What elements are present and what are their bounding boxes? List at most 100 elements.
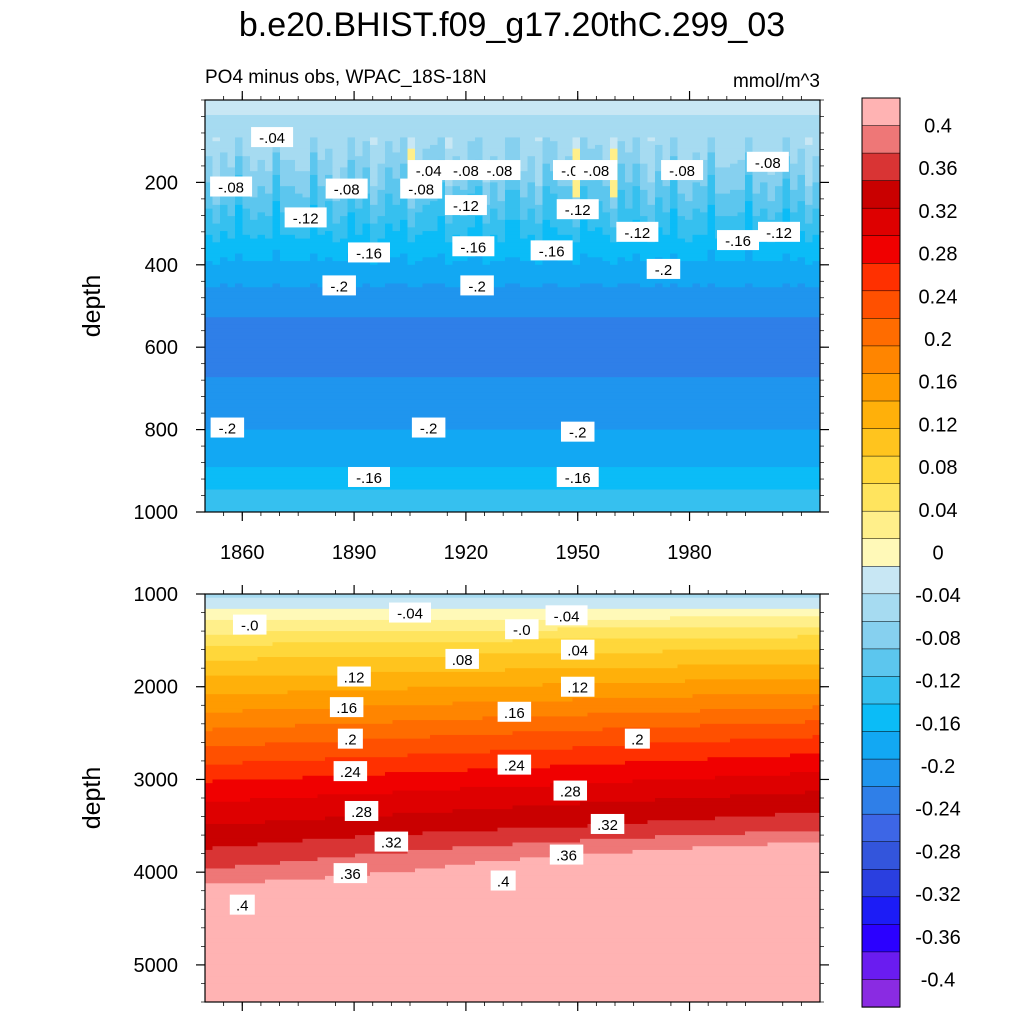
field-cell [490,354,499,360]
field-cell [505,395,514,401]
field-cell [317,320,326,326]
field-cell [250,272,259,277]
field-cell [340,410,349,416]
field-cell [250,437,259,442]
field-cell [527,287,536,292]
field-cell [317,478,326,483]
field-cell [310,440,319,446]
field-cell [475,354,484,360]
field-cell [460,133,469,139]
field-cell [302,418,311,423]
field-cell [340,422,349,427]
field-cell [227,485,236,491]
field-cell [205,234,214,240]
field-cell [272,485,281,491]
field-cell [430,242,439,247]
field-cell [362,216,371,221]
field-cell [272,249,281,255]
field-cell [370,335,379,341]
field-cell [377,189,386,195]
field-cell [325,452,334,457]
field-cell [347,159,356,165]
field-cell [505,500,514,506]
field-cell [520,159,529,165]
field-cell [497,455,506,461]
field-cell [227,159,236,165]
field-cell [257,425,266,431]
field-cell [310,459,319,464]
field-cell [400,309,409,315]
field-cell [302,309,311,315]
field-cell [347,216,356,221]
field-cell [392,380,401,386]
field-cell [400,234,409,240]
field-cell [340,294,349,300]
field-cell [392,493,401,498]
field-cell [280,167,289,172]
field-cell [385,103,394,109]
field-cell [370,129,379,135]
field-cell [437,504,446,509]
field-cell [250,459,259,464]
field-cell [280,504,289,509]
field-cell [220,347,229,352]
field-cell [445,302,454,307]
field-cell [295,362,304,367]
field-cell [392,455,401,461]
field-cell [430,279,439,285]
field-cell [242,216,251,221]
field-cell [497,197,506,202]
field-cell [310,100,319,105]
field-cell [310,335,319,341]
field-cell [280,467,289,472]
field-cell [242,246,251,251]
field-cell [220,144,229,150]
field-cell [212,253,221,258]
field-cell [332,482,341,487]
field-cell [512,328,521,333]
field-cell [205,264,214,270]
field-cell [505,335,514,341]
field-cell [385,287,394,292]
field-cell [377,122,386,127]
field-cell [475,298,484,303]
field-cell [415,129,424,135]
field-cell [272,369,281,375]
field-cell [475,107,484,112]
field-cell [295,444,304,449]
field-cell [317,482,326,487]
field-cell [257,309,266,315]
field-cell [527,193,536,198]
field-cell [392,272,401,277]
field-cell [497,111,506,116]
field-cell [295,320,304,326]
field-cell [400,489,409,494]
field-cell [235,253,244,258]
field-cell [317,283,326,288]
field-cell [460,332,469,337]
field-cell [332,369,341,375]
field-cell [452,369,461,375]
field-cell [512,287,521,292]
field-cell [460,474,469,479]
field-cell [302,107,311,112]
field-cell [475,144,484,150]
field-cell [250,231,259,236]
field-cell [415,283,424,288]
field-cell [220,272,229,277]
field-cell [400,114,409,120]
field-cell [467,129,476,135]
field-cell [287,144,296,150]
field-cell [212,223,221,228]
field-cell [332,148,341,154]
field-cell [250,500,259,506]
field-cell [407,418,416,423]
field-cell [302,283,311,288]
field-cell [280,343,289,348]
field-cell [385,399,394,404]
field-cell [460,392,469,397]
field-cell [265,223,274,228]
field-cell [362,497,371,502]
field-cell [340,159,349,165]
